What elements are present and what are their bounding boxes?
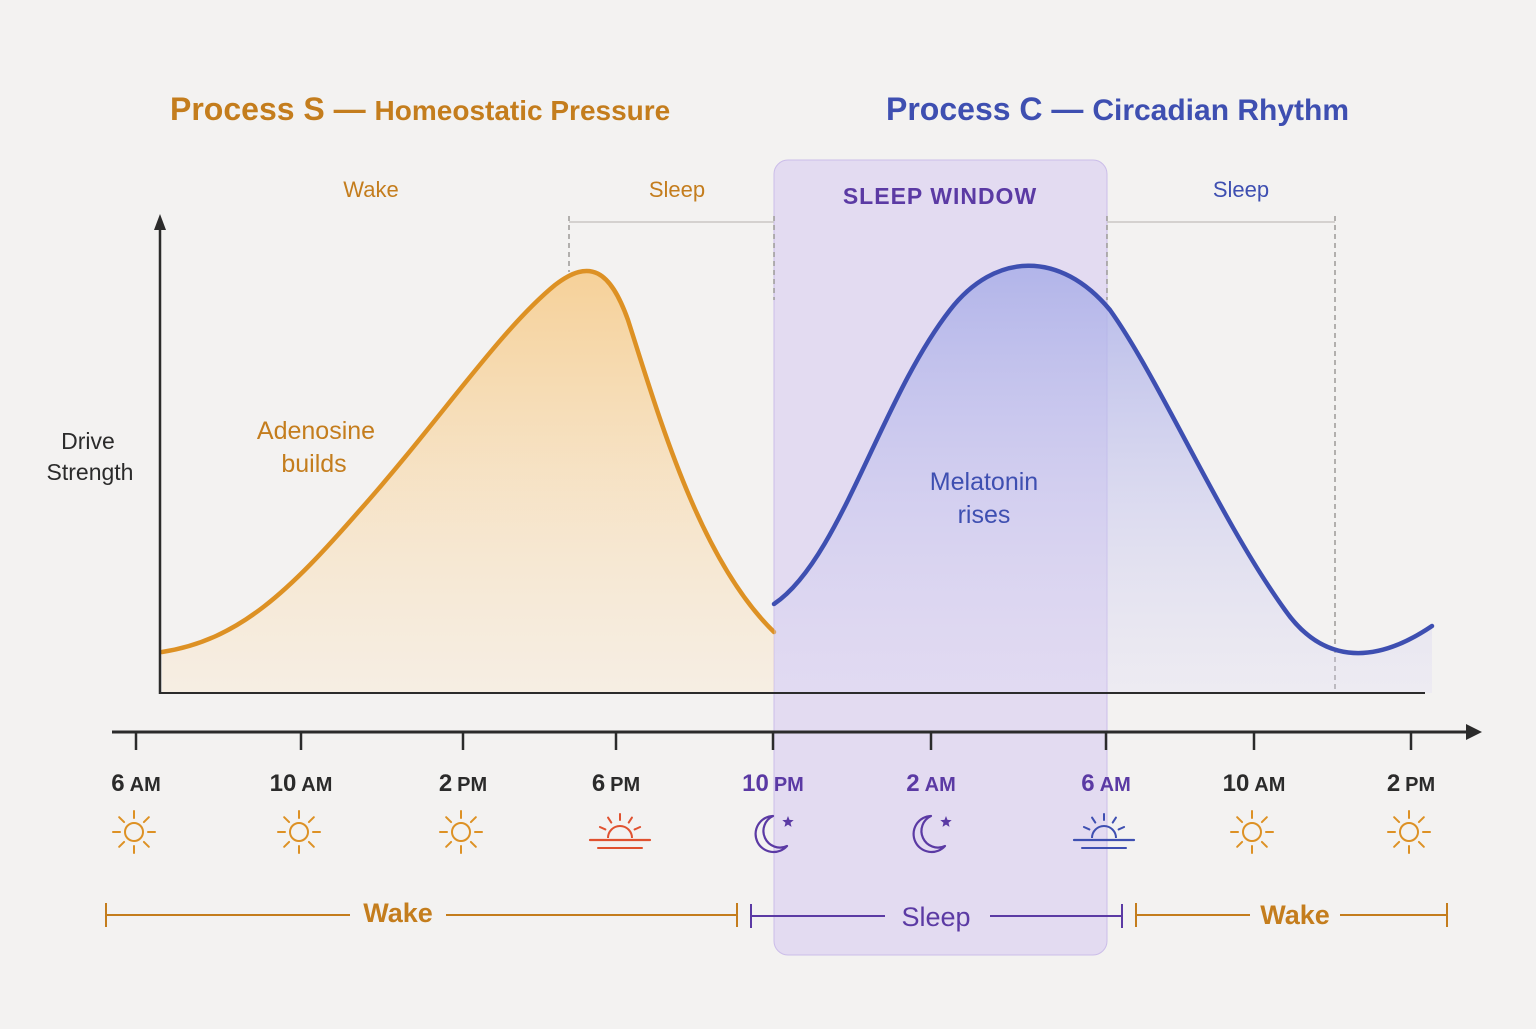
- sleep-bracket-process-s: [568, 216, 775, 300]
- time-label-number: 10: [1223, 770, 1250, 797]
- y-axis-arrowhead: [154, 214, 166, 230]
- time-label: 6 AM: [1081, 770, 1130, 797]
- y-axis-label-line1: Drive: [61, 428, 115, 454]
- sleep-window-label: SLEEP WINDOW: [843, 183, 1037, 209]
- timeline-labels: 6 AM 10 AM 2 PM 6 PM 10 PM 2 AM 6 AM 10 AM 2 PM: [111, 770, 1435, 797]
- time-label: 6 AM: [111, 770, 160, 797]
- sun-icon: [1230, 810, 1274, 854]
- process-c-curve: [771, 263, 1435, 656]
- sun-icon: [112, 810, 156, 854]
- time-label-unit: PM: [1405, 774, 1435, 796]
- time-label: 10 PM: [742, 770, 804, 797]
- y-axis: [154, 214, 166, 694]
- time-label: 10 AM: [1223, 770, 1286, 797]
- timeline-arrowhead: [1466, 724, 1482, 740]
- time-label: 6 PM: [592, 770, 640, 797]
- timeline-ticks: [134, 732, 1413, 750]
- time-label-unit: AM: [130, 774, 161, 796]
- moon-star-icon: [912, 814, 952, 854]
- time-label-unit: PM: [457, 774, 487, 796]
- time-label-unit: AM: [1254, 774, 1285, 796]
- sleep-label-process-s: Sleep: [649, 177, 705, 202]
- process-s-title: Process S — Homeostatic Pressure: [170, 91, 670, 127]
- melatonin-label-line1: Melatonin: [930, 468, 1038, 496]
- time-label-number: 10: [270, 770, 297, 797]
- time-label-unit: AM: [925, 774, 956, 796]
- sun-icon: [1387, 810, 1431, 854]
- y-axis-label-line2: Strength: [47, 459, 134, 485]
- wake-span-2: Wake: [1135, 900, 1448, 930]
- sleep-span: Sleep: [750, 902, 1123, 932]
- process-s-area: [162, 270, 774, 693]
- adenosine-label-line2: builds: [281, 450, 346, 478]
- sleep-bracket-process-c: [1106, 216, 1336, 693]
- process-s-curve: [159, 268, 777, 655]
- sleep-label-process-c: Sleep: [1213, 177, 1269, 202]
- wake-span-1: Wake: [105, 898, 738, 928]
- sunset-icon: [588, 813, 652, 849]
- time-label: 2 AM: [906, 770, 955, 797]
- time-label: 2 PM: [439, 770, 487, 797]
- melatonin-label-line2: rises: [958, 501, 1011, 529]
- time-label-number: 2: [906, 770, 919, 797]
- timeline-axis: [112, 724, 1482, 740]
- time-label-number: 2: [439, 770, 452, 797]
- sun-icon: [439, 810, 483, 854]
- time-label: 10 AM: [270, 770, 333, 797]
- wake-span-1-label: Wake: [363, 898, 433, 928]
- sunrise-icon: [1072, 813, 1136, 849]
- wake-label-process-s: Wake: [343, 177, 398, 202]
- sleep-span-label: Sleep: [901, 902, 970, 932]
- time-label-number: 6: [1081, 770, 1094, 797]
- sun-icon: [277, 810, 321, 854]
- moon-star-icon: [754, 814, 794, 854]
- wake-span-2-label: Wake: [1260, 900, 1330, 930]
- time-label-number: 6: [592, 770, 605, 797]
- timeline-icons: [112, 810, 1431, 854]
- time-label-unit: AM: [301, 774, 332, 796]
- time-label-number: 6: [111, 770, 124, 797]
- time-label-number: 2: [1387, 770, 1400, 797]
- time-label-unit: PM: [610, 774, 640, 796]
- time-label: 2 PM: [1387, 770, 1435, 797]
- process-c-title: Process C — Circadian Rhythm: [886, 91, 1349, 127]
- time-label-number: 10: [742, 770, 769, 797]
- time-label-unit: AM: [1100, 774, 1131, 796]
- time-label-unit: PM: [774, 774, 804, 796]
- adenosine-label-line1: Adenosine: [257, 417, 375, 445]
